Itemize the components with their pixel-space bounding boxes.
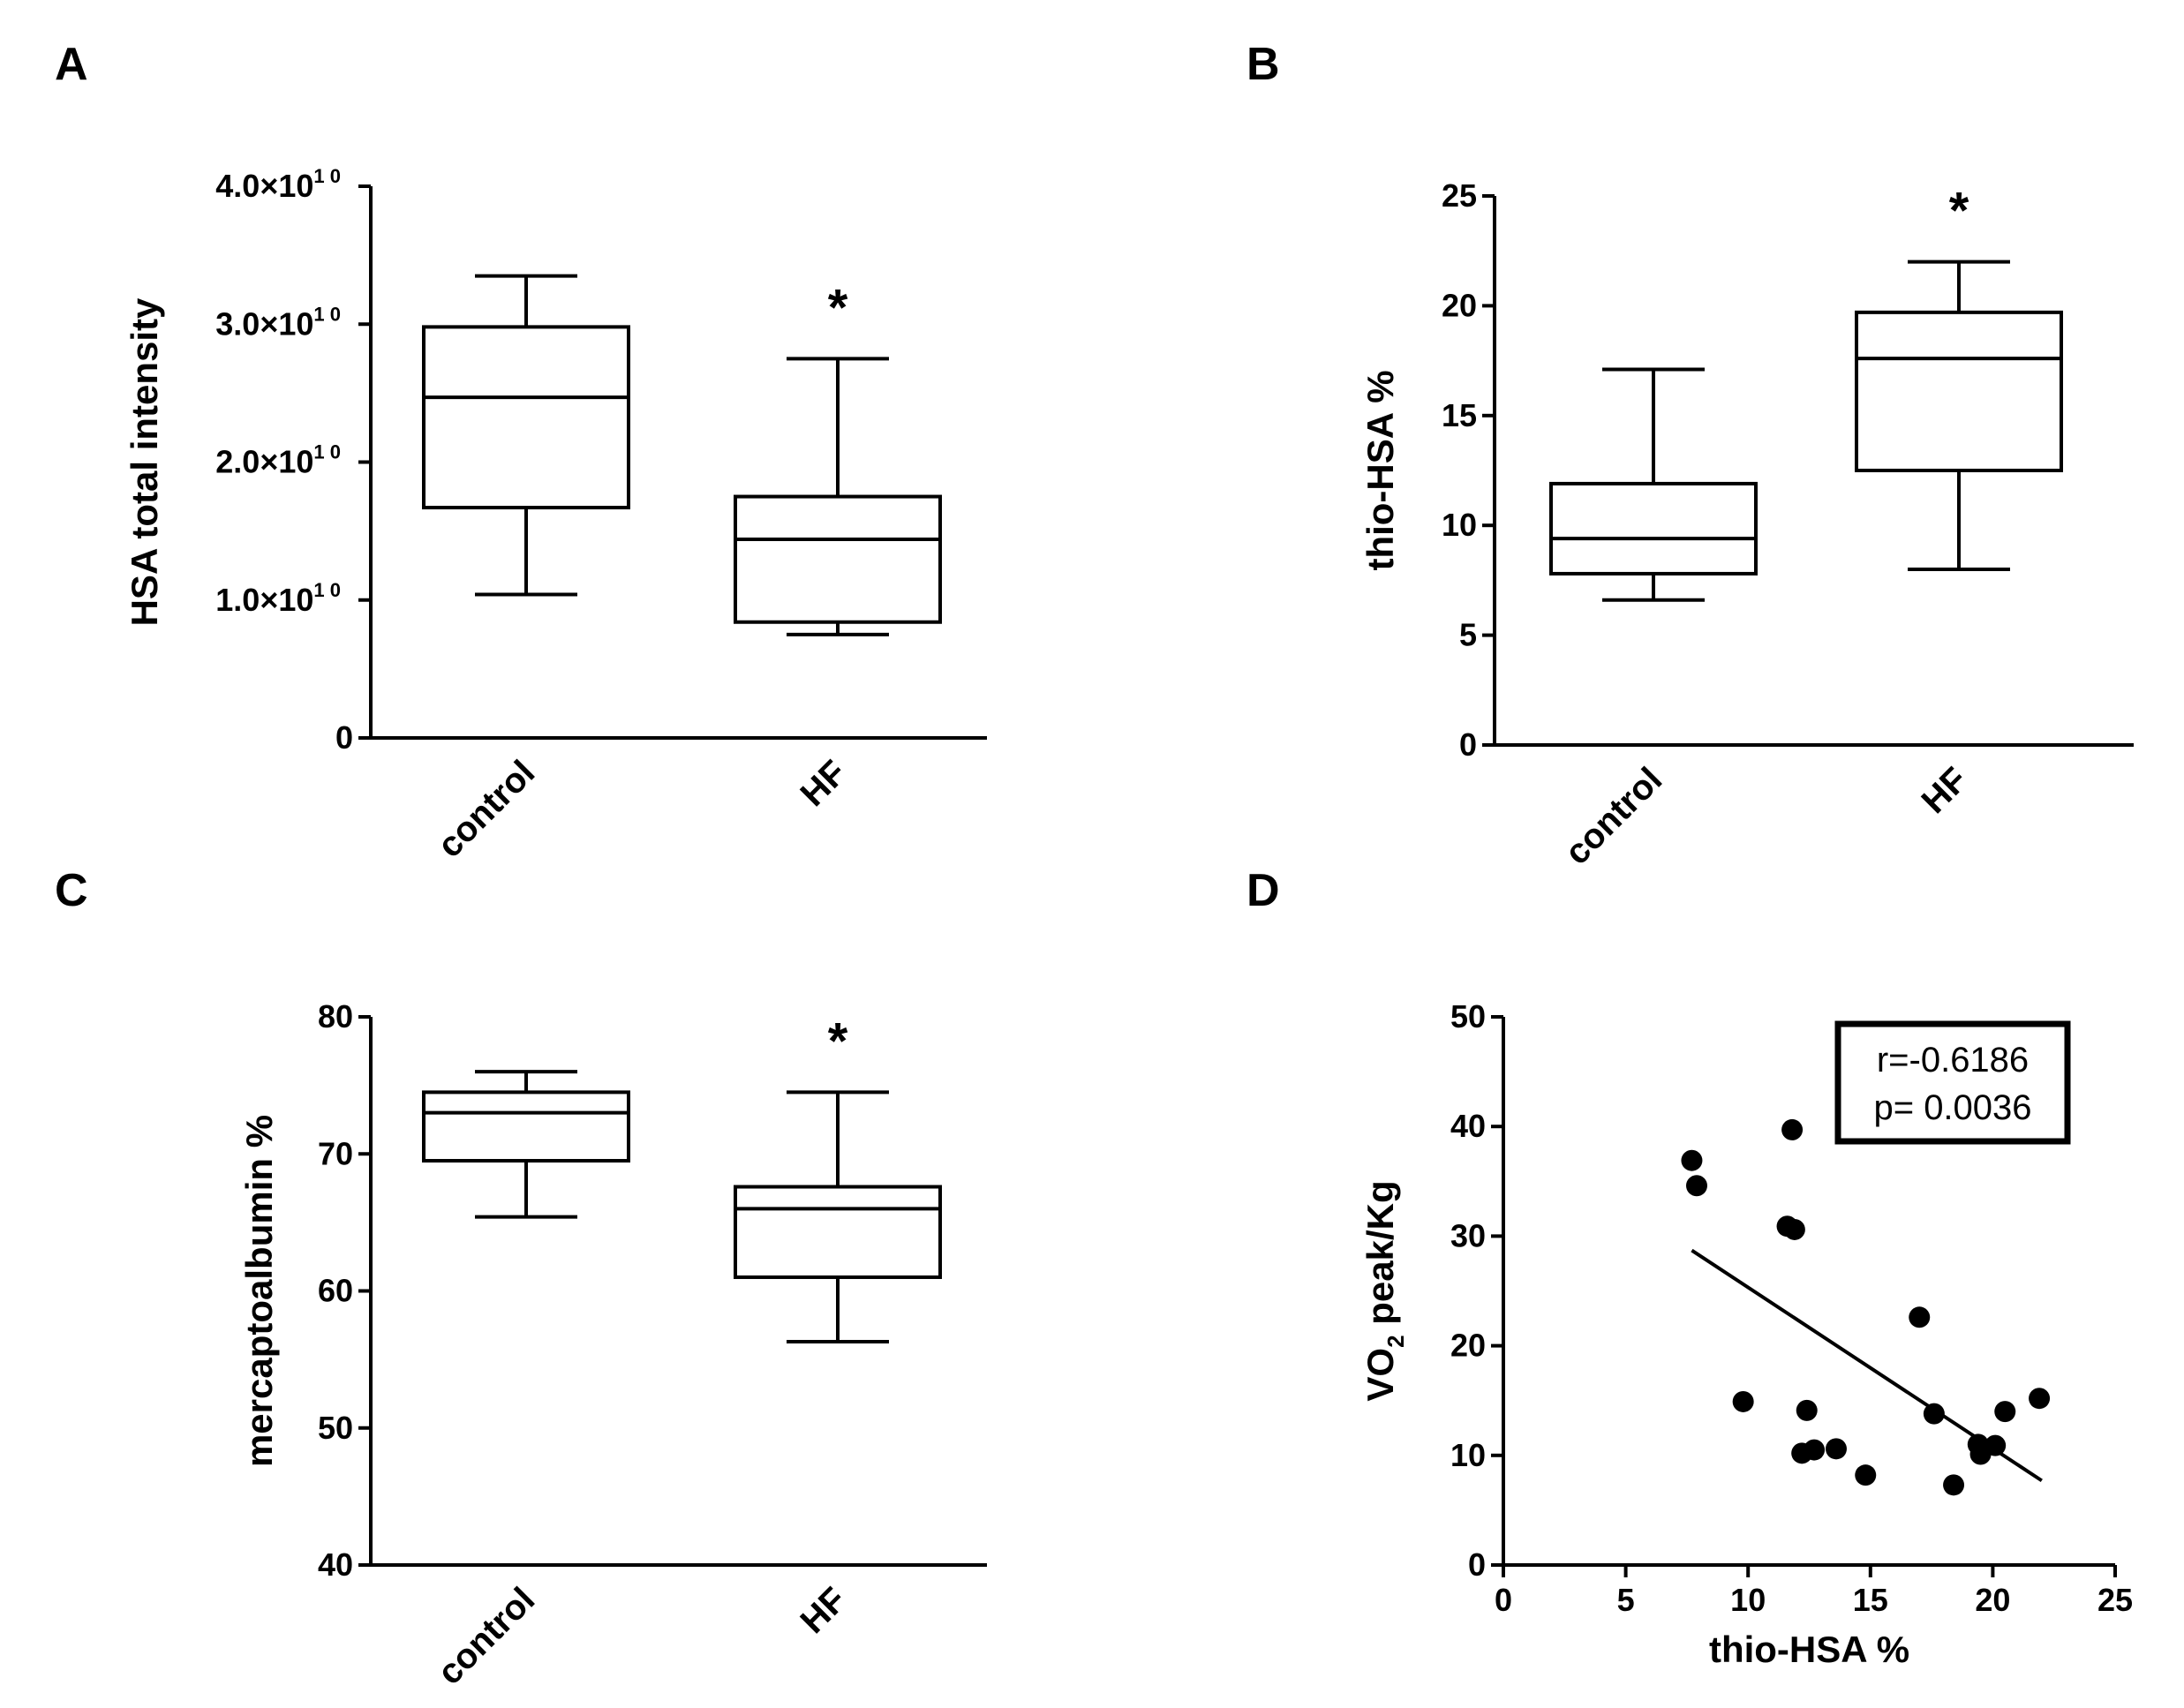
panel-d-data-point xyxy=(2029,1388,2051,1410)
panel-b-box-control xyxy=(1549,481,1758,576)
panel-d-x-tick-label: 15 xyxy=(1853,1582,1888,1618)
panel-d-stats-r: r=-0.6186 xyxy=(1877,1041,2029,1080)
panel-d-data-point xyxy=(1685,1175,1707,1197)
panel-d-stats-p: p= 0.0036 xyxy=(1873,1088,2031,1127)
panel-a-y-tick-label: 4.0×101 0​ xyxy=(215,165,341,204)
panel-b-category-label: control xyxy=(1557,760,1669,872)
panel-b-y-tick-label: 20 xyxy=(1442,287,1477,323)
panel-c-y-axis-title: mercaptoalbumin % xyxy=(238,1115,280,1467)
panel-b-box-plot: 0 5 10 15 20 25 thio-HSA % control * HF xyxy=(1359,177,2134,872)
panel-d-y-tick-label: 40 xyxy=(1450,1108,1486,1144)
panel-a-y-tick-label: 3.0×101 0​ xyxy=(215,303,341,342)
panel-c-y-tick-label: 50 xyxy=(318,1410,353,1446)
panel-d-y-tick-label: 50 xyxy=(1450,998,1486,1035)
panel-a-y-tick-label: 0 xyxy=(335,719,353,756)
panel-d-data-point xyxy=(1781,1118,1804,1140)
panel-d-x-tick-label: 20 xyxy=(1975,1582,2010,1618)
panel-c-box-plot: 40 50 60 70 80 mercaptoalbumin % control * HF xyxy=(238,998,987,1692)
panel-d-y-tick-label: 10 xyxy=(1450,1437,1486,1473)
panel-c-significance-star: * xyxy=(828,1012,848,1070)
panel-d-stats-box xyxy=(1834,1020,2071,1145)
panel-b-box-hf xyxy=(1855,310,2063,473)
panel-b-y-tick-label: 5 xyxy=(1459,617,1477,653)
panel-d-data-point xyxy=(1984,1434,2007,1456)
panel-c-category-label: HF xyxy=(794,1580,855,1641)
panel-d-x-tick-label: 10 xyxy=(1730,1582,1766,1618)
panel-c-y-tick-label: 80 xyxy=(318,998,353,1035)
panel-d-x-tick-label: 0 xyxy=(1495,1582,1512,1618)
panel-b-y-tick-label: 0 xyxy=(1459,726,1477,763)
panel-b-y-tick-label: 10 xyxy=(1442,507,1477,543)
panel-letter-d: D xyxy=(1246,865,1280,916)
panel-d-data-point xyxy=(1909,1306,1931,1328)
panel-d-data-point xyxy=(1855,1464,1877,1486)
panel-a-box-control xyxy=(422,325,630,510)
panel-a-y-tick-label: 1.0×101 0​ xyxy=(215,579,341,618)
panel-d-y-tick-label: 0 xyxy=(1468,1546,1486,1583)
panel-d-data-point xyxy=(1804,1439,1826,1461)
panel-c-category-label: control xyxy=(430,1580,542,1692)
panel-d-data-point xyxy=(1732,1390,1754,1412)
panel-c-y-tick-label: 40 xyxy=(318,1546,353,1583)
panel-d-y-tick-label: 30 xyxy=(1450,1217,1486,1253)
panel-a-box-plot: 0 1.0×101 0​ 2.0×101 0​ 3.0×101 0​ 4.0×101 0… xyxy=(124,165,987,865)
panel-d-data-point xyxy=(1796,1399,1818,1421)
panel-d-x-tick-label: 5 xyxy=(1617,1582,1635,1618)
panel-a-box-hf xyxy=(734,494,942,624)
panel-a-y-tick-label: 2.0×101 0​ xyxy=(215,441,341,480)
panel-a-category-label: HF xyxy=(794,753,855,814)
panel-d-data-point xyxy=(1943,1474,1965,1496)
panel-b-y-tick-label: 15 xyxy=(1442,397,1477,433)
panel-c-box-control xyxy=(422,1090,630,1163)
panel-b-significance-star: * xyxy=(1949,183,1969,240)
panel-d-data-point xyxy=(1923,1403,1945,1425)
panel-d-x-tick-label: 25 xyxy=(2097,1582,2133,1618)
panel-d-y-tick-label: 20 xyxy=(1450,1328,1486,1364)
panel-b-y-axis-title: thio-HSA % xyxy=(1359,370,1401,570)
panel-letter-a: A xyxy=(55,39,88,90)
panel-d-data-point xyxy=(1681,1149,1703,1171)
panel-a-y-axis-title: HSA total intensity xyxy=(124,297,165,626)
panel-letter-c: C xyxy=(55,865,88,916)
panel-d-scatter-plot: 0 10 20 30 40 50 0 5 10 15 20 25 thio-HSA % VO2 peak/… xyxy=(1359,998,2133,1670)
panel-a-category-label: control xyxy=(430,753,542,865)
panel-d-data-point xyxy=(1994,1401,2016,1423)
panel-d-y-axis-title: VO2 peak/Kg xyxy=(1359,1180,1409,1401)
panel-d-data-point xyxy=(1825,1438,1847,1460)
panel-c-y-tick-label: 60 xyxy=(318,1273,353,1309)
panel-c-box-hf xyxy=(734,1185,942,1279)
panel-letter-b: B xyxy=(1246,39,1280,90)
panel-a-significance-star: * xyxy=(828,279,848,336)
panel-d-x-axis-title: thio-HSA % xyxy=(1709,1629,1909,1670)
panel-c-y-tick-label: 70 xyxy=(318,1135,353,1171)
panel-d-data-point xyxy=(1783,1218,1805,1240)
panel-b-y-tick-label: 25 xyxy=(1442,177,1477,214)
panel-b-category-label: HF xyxy=(1915,760,1976,821)
